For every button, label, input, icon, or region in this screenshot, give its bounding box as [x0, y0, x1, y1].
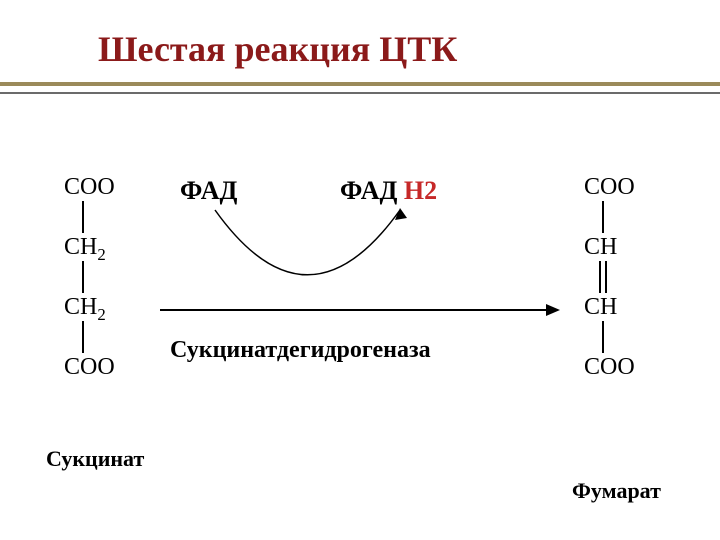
formula-line: CH2: [64, 235, 106, 264]
substrate-label: Сукцинат: [46, 448, 144, 470]
single-bond: [82, 201, 84, 233]
formula-line: COO: [64, 175, 115, 199]
enzyme-label: Сукцинатдегидрогеназа: [170, 338, 431, 362]
product-label: Фумарат: [572, 480, 661, 502]
single-bond: [82, 261, 84, 293]
formula-line: CH: [584, 295, 617, 319]
formula-line: CH: [584, 235, 617, 259]
formula-line: COO: [584, 355, 635, 379]
formula-line: CH2: [64, 295, 106, 324]
cofactor-arrow: [205, 200, 420, 316]
divider-bottom: [0, 92, 720, 94]
formula-line: COO: [584, 175, 635, 199]
double-bond: [599, 261, 607, 293]
single-bond: [82, 321, 84, 353]
single-bond: [602, 201, 604, 233]
formula-line: COO: [64, 355, 115, 379]
single-bond: [602, 321, 604, 353]
slide-title: Шестая реакция ЦТК: [98, 28, 457, 70]
divider-top: [0, 82, 720, 86]
